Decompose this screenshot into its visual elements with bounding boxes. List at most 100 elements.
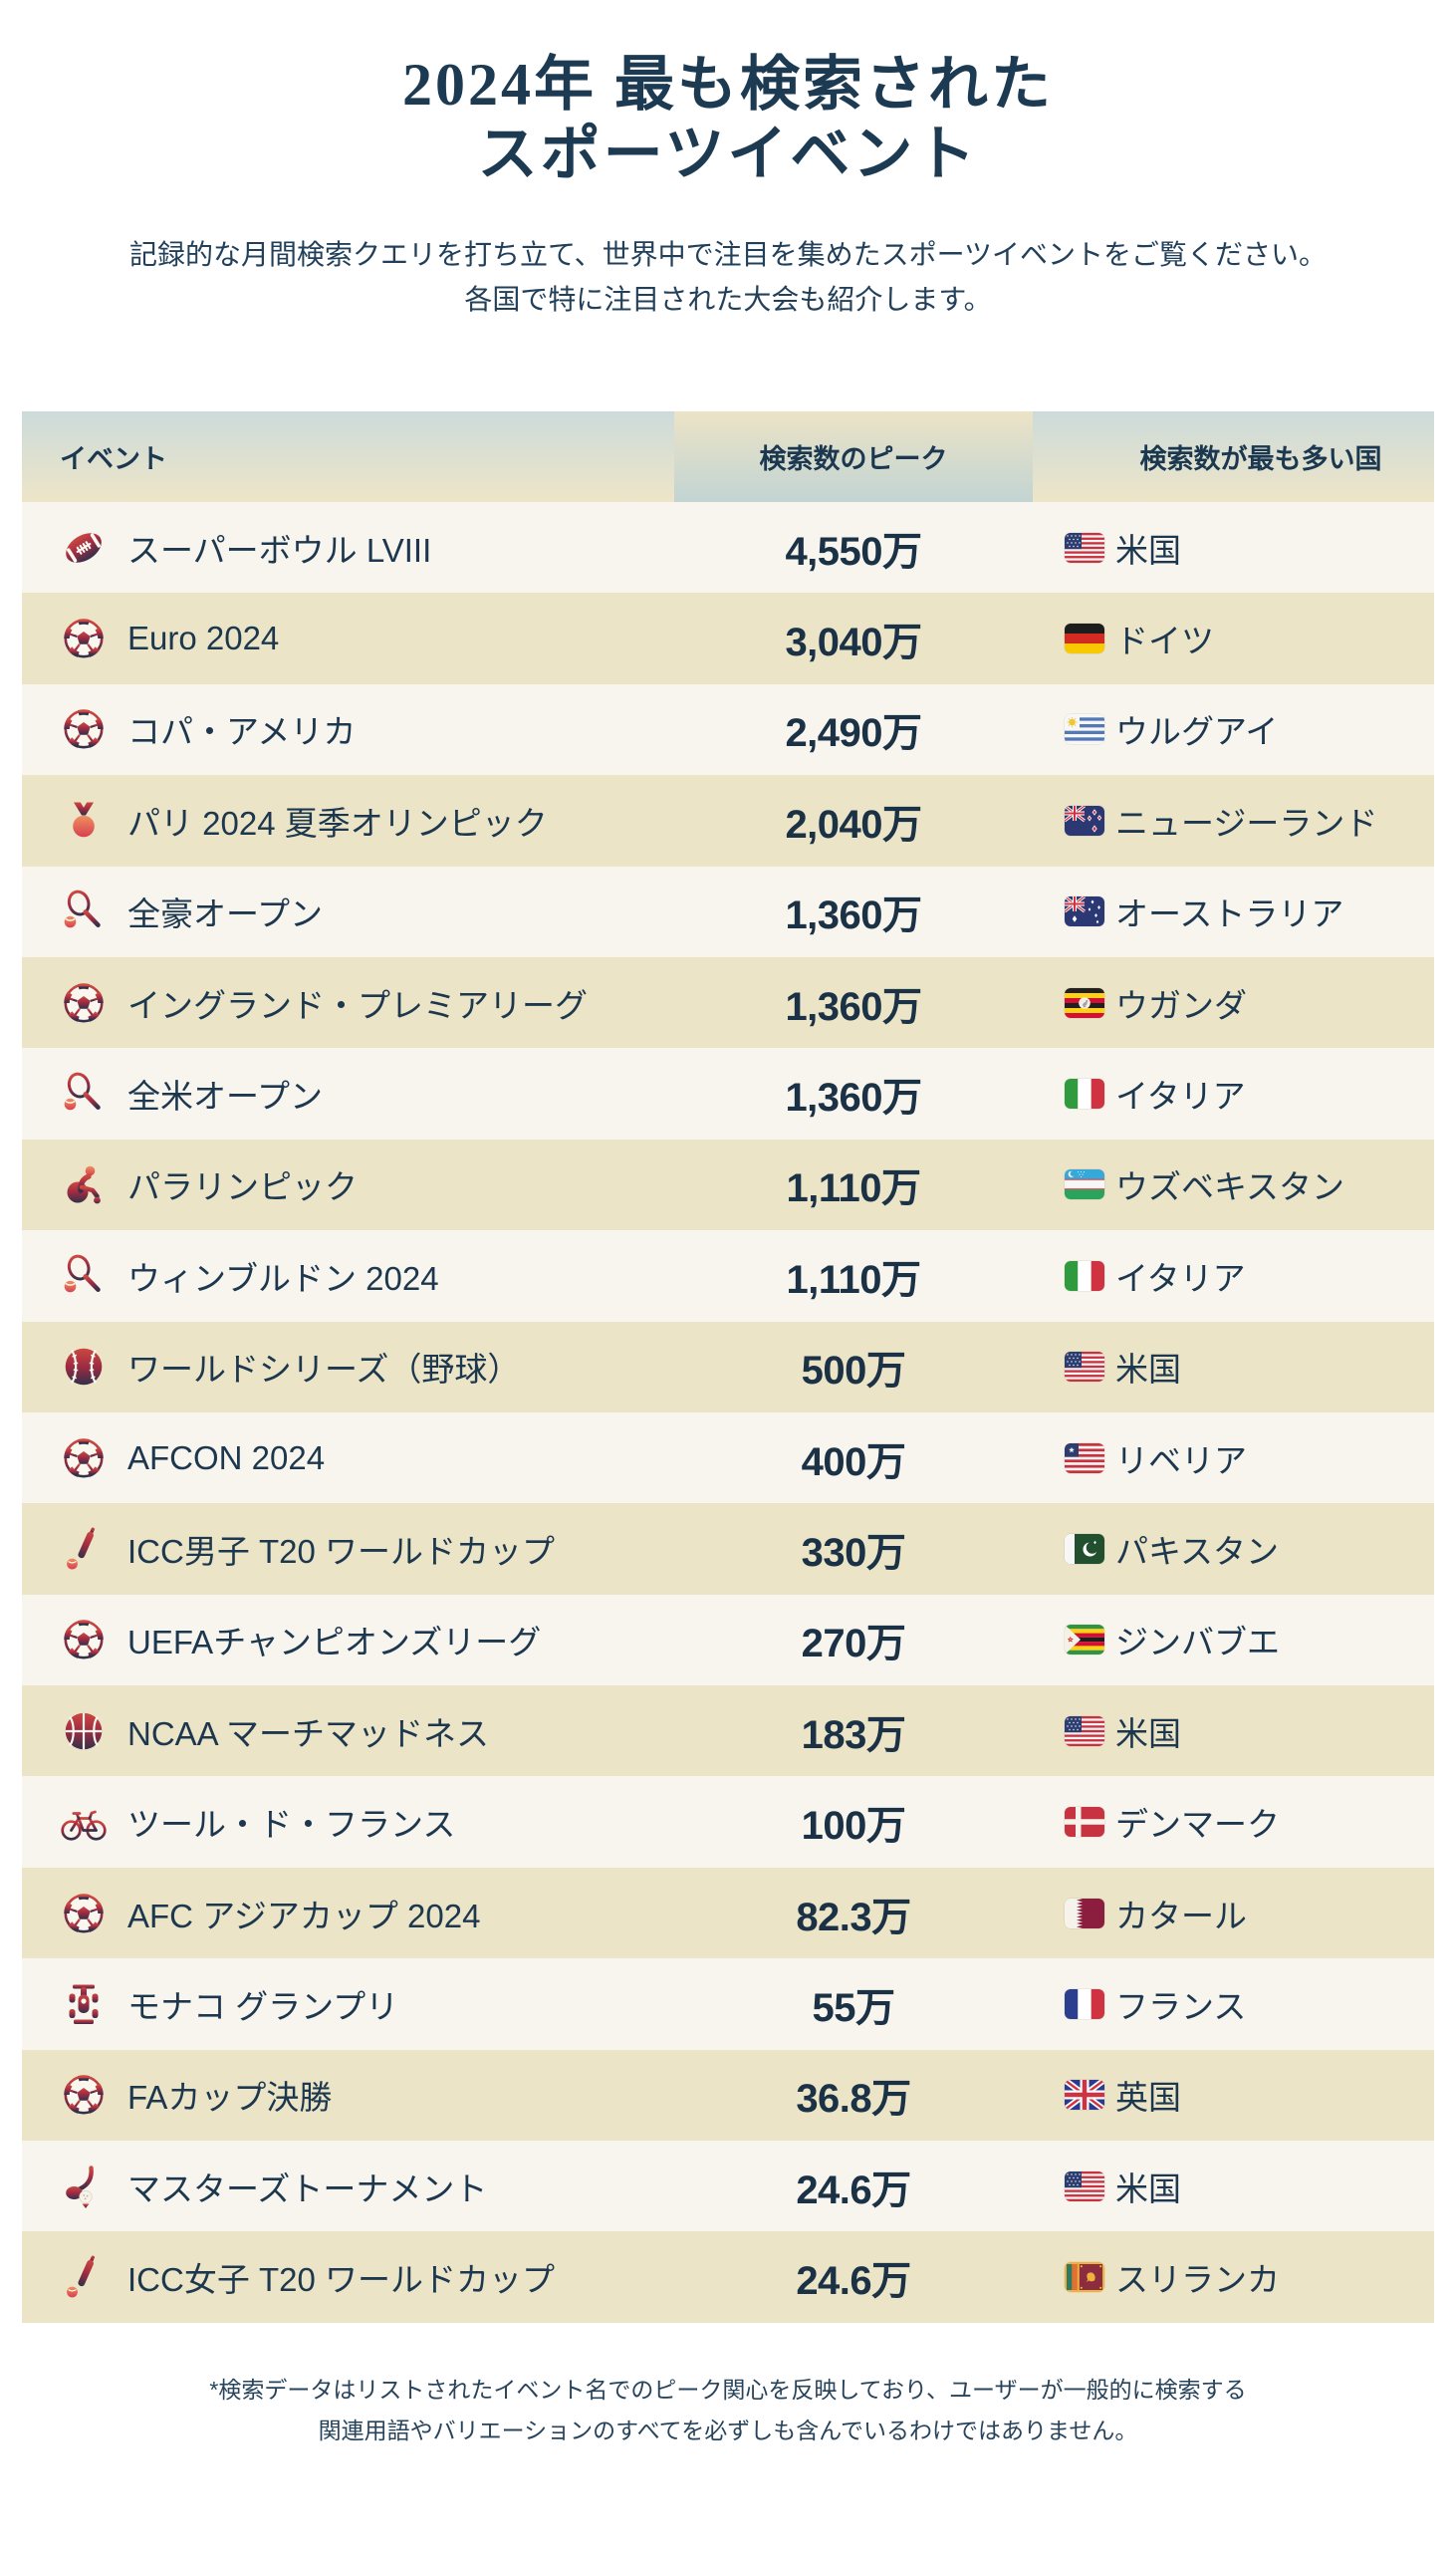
peak-search-value: 500万 [801,1349,906,1394]
peak-search-value: 270万 [801,1622,906,1666]
zimbabwe-flag [1065,1625,1104,1656]
page-title: 2024年 最も検索された スポーツイベント [0,50,1456,189]
event-cell: ICC女子 T20 ワールドカップ [22,2253,674,2301]
event-name: ウィンブルドン 2024 [127,1259,439,1297]
uzbekistan-flag [1065,1169,1104,1200]
peak-search-value: 330万 [801,1530,906,1575]
peak-search-value: 400万 [801,1439,906,1484]
event-cell: イングランド・プレミアリーグ [22,979,674,1027]
footnote-line-1: *検索データはリストされたイベント名でのピーク関心を反映しており、ユーザーが一般… [209,2377,1247,2403]
peak-search-value: 24.6万 [796,2259,911,2304]
table-row: ツール・ド・フランス 100万 デンマーク [22,1776,1434,1868]
table-header-row: イベント 検索数のピーク 検索数が最も多い国 [22,411,1434,502]
event-cell: ワールドシリーズ（野球） [22,1343,674,1391]
pakistan-flag [1065,1533,1104,1564]
italy-flag [1065,1260,1104,1291]
peak-search-value: 2,490万 [785,711,922,756]
event-cell: NCAA マーチマッドネス [22,1707,674,1755]
france-flag [1065,1988,1104,2019]
country-name: ジンバブエ [1115,1624,1280,1661]
event-cell: パラリンピック [22,1160,674,1208]
peak-search-value: 183万 [801,1712,906,1757]
country-cell: 米国 [1033,524,1434,572]
country-name: イタリア [1115,1259,1246,1297]
event-name: AFC アジアカップ 2024 [127,1897,481,1934]
us-flag [1065,1715,1104,1746]
table-row: パリ 2024 夏季オリンピック 2,040万 ニュージーランド [22,775,1434,867]
country-name: 英国 [1115,2079,1181,2117]
baseball-icon [60,1343,108,1391]
peak-search-value: 24.6万 [796,2168,911,2212]
denmark-flag [1065,1807,1104,1838]
event-cell: Euro 2024 [22,615,674,662]
event-name: ワールドシリーズ（野球） [127,1351,521,1389]
country-cell: 英国 [1033,2071,1434,2119]
footnote-line-2: 関連用語やバリエーションのすべてを必ずしも含んでいるわけではありません。 [318,2418,1138,2443]
country-name: リベリア [1115,1441,1247,1479]
title-line-1: 2024年 最も検索された [402,52,1054,118]
table-row: 全豪オープン 1,360万 オーストラリア [22,866,1434,957]
uruguay-flag [1065,714,1104,745]
table-row: AFC アジアカップ 2024 82.3万 カタール [22,1867,1434,1959]
country-name: イタリア [1115,1078,1246,1116]
event-name: 全豪オープン [127,895,324,933]
sri-lanka-flag [1065,2262,1104,2293]
table-row: AFCON 2024 400万 リベリア [22,1411,1434,1504]
event-cell: パリ 2024 夏季オリンピック [22,797,674,845]
peak-search-value: 100万 [801,1804,906,1849]
soccer-ball-icon [60,2071,108,2119]
country-cell: パキスタン [1033,1525,1434,1573]
event-name: ICC男子 T20 ワールドカップ [127,1532,556,1570]
table-row: スーパーボウル LVIII 4,550万 米国 [22,502,1434,594]
country-cell: フランス [1033,1980,1434,2028]
country-cell: ニュージーランド [1033,797,1434,845]
event-name: FAカップ決勝 [127,2079,333,2117]
event-cell: ICC男子 T20 ワールドカップ [22,1525,674,1573]
australia-flag [1065,896,1104,927]
event-name: ICC女子 T20 ワールドカップ [127,2261,556,2299]
italy-flag [1065,1079,1104,1110]
soccer-ball-icon [60,705,108,753]
event-name: コパ・アメリカ [127,713,357,751]
event-cell: ツール・ド・フランス [22,1798,674,1846]
peak-search-value: 2,040万 [785,802,922,847]
country-name: スリランカ [1115,2261,1280,2299]
country-name: ドイツ [1115,623,1214,660]
country-cell: スリランカ [1033,2253,1434,2301]
table-row: パラリンピック 1,110万 ウズベキスタン [22,1139,1434,1231]
title-line-2: スポーツイベント [477,122,979,187]
cricket-bat-icon [60,2253,108,2301]
peak-search-value: 1,360万 [785,893,922,938]
event-cell: 全米オープン [22,1070,674,1118]
event-cell: FAカップ決勝 [22,2071,674,2119]
column-header-peak-searches: 検索数のピーク [674,411,1033,502]
country-name: ウルグアイ [1115,713,1279,751]
event-cell: マスターズトーナメント [22,2163,674,2210]
event-cell: コパ・アメリカ [22,705,674,753]
event-name: マスターズトーナメント [127,2169,488,2207]
country-name: 米国 [1115,1351,1181,1389]
table-row: ICC女子 T20 ワールドカップ 24.6万 スリランカ [22,2231,1434,2323]
country-cell: リベリア [1033,1434,1434,1482]
country-cell: ドイツ [1033,615,1434,662]
f1-car-icon [60,1980,108,2028]
event-name: パラリンピック [127,1168,358,1206]
table-row: ウィンブルドン 2024 1,110万 イタリア [22,1230,1434,1322]
peak-search-value: 4,550万 [785,529,922,574]
event-name: ツール・ド・フランス [127,1806,456,1844]
peak-search-value: 1,360万 [785,1076,922,1121]
germany-flag [1065,624,1104,654]
peak-search-value: 55万 [812,1985,896,2030]
event-name: パリ 2024 夏季オリンピック [127,804,548,842]
event-name: モナコ グランプリ [127,1987,399,2025]
event-cell: スーパーボウル LVIII [22,524,674,572]
page-subtitle: 記録的な月間検索クエリを打ち立て、世界中で注目を集めたスポーツイベントをご覧くだ… [0,232,1456,322]
uk-flag [1065,2080,1104,2111]
table-row: FAカップ決勝 36.8万 英国 [22,2049,1434,2142]
footnote: *検索データはリストされたイベント名でのピーク関心を反映しており、ユーザーが一般… [0,2370,1456,2451]
country-cell: カタール [1033,1890,1434,1937]
country-cell: 米国 [1033,1707,1434,1755]
country-name: パキスタン [1115,1532,1280,1570]
bicycle-icon [60,1798,108,1846]
table-row: UEFAチャンピオンズリーグ 270万 ジンバブエ [22,1594,1434,1686]
